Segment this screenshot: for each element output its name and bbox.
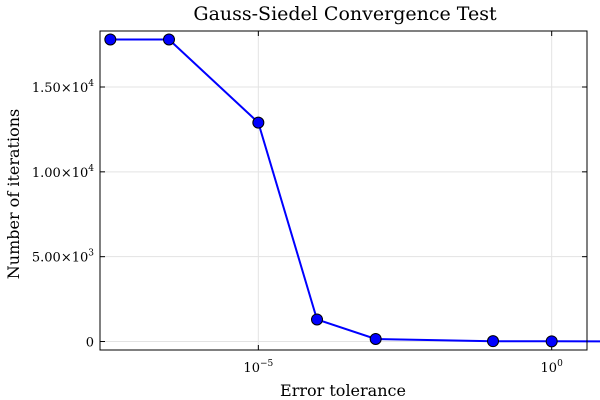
data-point-0-3 [311, 313, 324, 326]
x-tick-label-0: 10−5 [243, 359, 273, 376]
y-axis-label: Number of iterations [4, 109, 23, 279]
grid [100, 31, 587, 350]
y-tick-label-0-mantissa: 0 [86, 336, 94, 351]
y-tick-label-0: 0 [86, 336, 94, 351]
y-tick-label-2-mantissa: 1.00×10 [32, 166, 88, 181]
data-point-0-2 [252, 116, 265, 129]
chart-title: Gauss-Siedel Convergence Test [193, 3, 497, 25]
y-tick-label-1-mantissa: 5.00×10 [32, 251, 88, 266]
data-point-0-1 [162, 33, 175, 46]
x-tick-label-0-exponent: −5 [260, 359, 274, 369]
data-point-0-5 [487, 335, 500, 348]
x-axis-label: Error tolerance [280, 381, 406, 400]
y-tick-label-1-exponent: 3 [88, 249, 94, 259]
x-tick-label-1-mantissa: 10 [541, 361, 558, 376]
y-tick-label-3-mantissa: 1.50×10 [32, 81, 88, 96]
y-tick-label-3-exponent: 4 [88, 79, 94, 89]
y-tick-label-1: 5.00×103 [32, 249, 94, 266]
y-tick-label-2: 1.00×104 [32, 164, 94, 181]
y-tick-label-2-exponent: 4 [88, 164, 94, 174]
data-point-0-6 [545, 335, 558, 348]
series [104, 33, 600, 348]
data-point-0-4 [369, 332, 382, 345]
x-tick-label-1-exponent: 0 [557, 359, 563, 369]
plot-frame [99, 30, 588, 351]
x-tick-label-1: 100 [541, 359, 564, 376]
x-tick-label-0-mantissa: 10 [243, 361, 260, 376]
data-point-0-0 [104, 33, 117, 46]
y-tick-label-3: 1.50×104 [32, 79, 94, 96]
series-line-0 [110, 38, 600, 343]
